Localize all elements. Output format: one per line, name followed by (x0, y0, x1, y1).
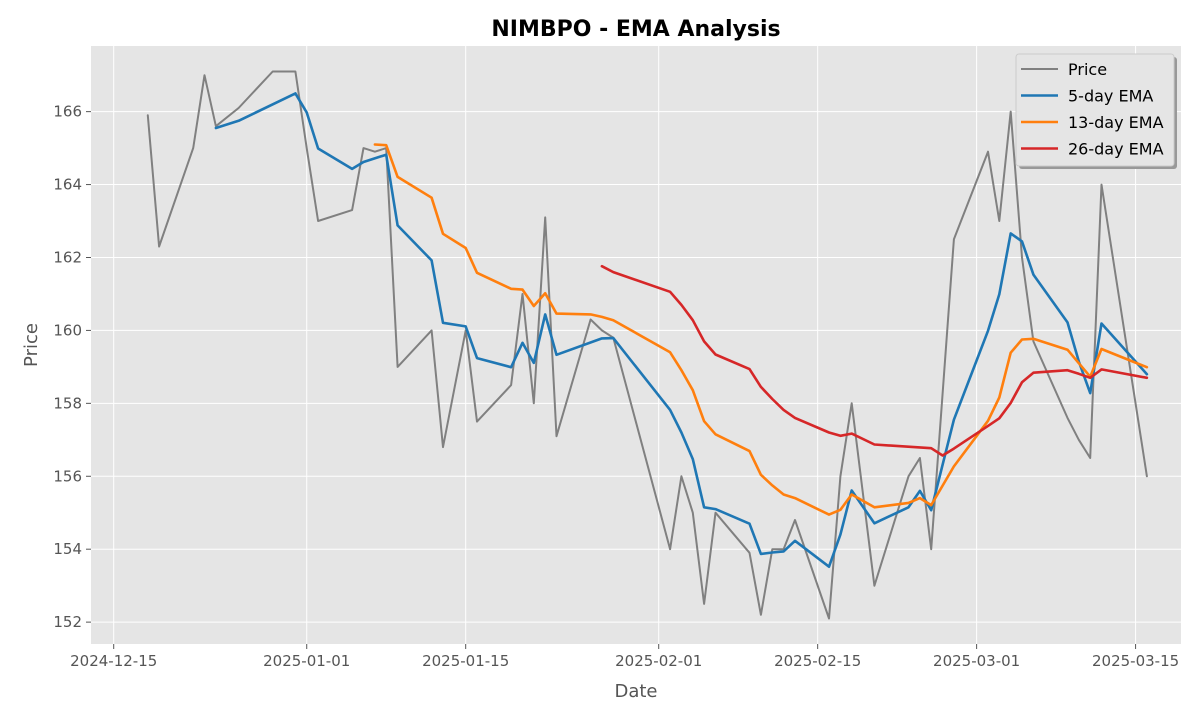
x-tick-label: 2025-01-01 (263, 652, 350, 670)
y-tick-label: 160 (53, 321, 82, 339)
x-tick-label: 2025-02-01 (615, 652, 702, 670)
x-tick-label: 2024-12-15 (70, 652, 157, 670)
y-tick-label: 156 (53, 467, 82, 485)
chart-title: NIMBPO - EMA Analysis (491, 17, 780, 42)
plot-area (91, 46, 1181, 644)
series-lines (146, 70, 1149, 620)
x-axis-label: Date (614, 681, 657, 702)
legend-label: 13-day EMA (1068, 113, 1164, 132)
y-tick-label: 154 (53, 540, 82, 558)
axis-ticks: 2024-12-15 2025-01-01 2025-01-15 2025-02-01… (53, 103, 1179, 670)
series-line-5-day-ema (214, 92, 1149, 569)
y-axis-label: Price (21, 323, 42, 367)
x-tick-label: 2025-03-15 (1092, 652, 1179, 670)
legend-box (1015, 53, 1175, 167)
legend-label: 26-day EMA (1068, 140, 1164, 159)
y-tick-label: 158 (53, 394, 82, 412)
y-tick-label: 162 (53, 248, 82, 266)
series-line-13-day-ema (373, 143, 1149, 516)
y-tick-label: 152 (53, 613, 82, 631)
legend: Price 5-day EMA 13-day EMA 26-day EMA (1015, 53, 1177, 169)
y-tick-label: 164 (53, 176, 82, 194)
y-tick-label: 166 (53, 103, 82, 121)
x-tick-label: 2025-01-15 (422, 652, 509, 670)
series-line-price (146, 70, 1148, 620)
series-line-26-day-ema (600, 264, 1149, 457)
x-tick-label: 2025-03-01 (933, 652, 1020, 670)
legend-label: Price (1068, 60, 1107, 79)
grid-lines (91, 46, 1181, 644)
x-tick-label: 2025-02-15 (774, 652, 861, 670)
legend-label: 5-day EMA (1068, 87, 1153, 106)
